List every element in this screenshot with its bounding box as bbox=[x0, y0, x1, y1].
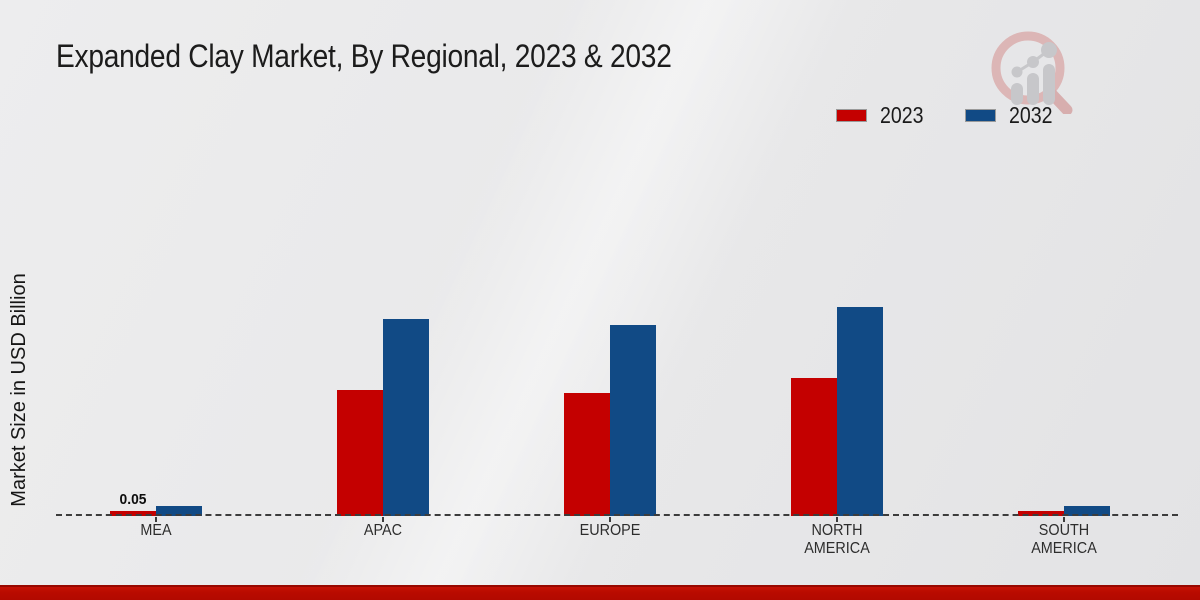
x-axis-tick-south-america bbox=[1063, 517, 1065, 522]
category-label-europe: EUROPE bbox=[579, 522, 641, 539]
category-label-south-america: SOUTH AMERICA bbox=[1031, 522, 1097, 557]
chart-title: Expanded Clay Market, By Regional, 2023 … bbox=[56, 38, 672, 74]
legend-swatch-2032 bbox=[965, 109, 997, 122]
category-label-north-america: NORTH AMERICA bbox=[804, 522, 870, 557]
bar-2032-south-america bbox=[1064, 506, 1110, 516]
category-label-apac: APAC bbox=[363, 522, 403, 539]
magnifier-bar-chart-logo-icon bbox=[991, 31, 1073, 114]
x-axis-tick-europe bbox=[609, 517, 611, 522]
bar-2032-north-america bbox=[837, 307, 883, 516]
value-label-2023: 0.05 bbox=[119, 491, 147, 508]
legend-label-2023: 2023 bbox=[880, 102, 924, 128]
bar-2023-mea bbox=[110, 511, 156, 516]
bar-2032-apac bbox=[383, 319, 429, 516]
legend-item-2023: 2023 bbox=[836, 104, 931, 127]
x-axis-tick-apac bbox=[382, 517, 384, 522]
bar-2023-apac bbox=[337, 390, 383, 516]
bar-2032-mea bbox=[156, 506, 202, 516]
bar-2023-south-america bbox=[1018, 511, 1064, 516]
footer-accent-bar bbox=[0, 585, 1200, 600]
x-axis-baseline bbox=[56, 514, 1178, 516]
bar-2023-north-america bbox=[791, 378, 837, 516]
x-axis-tick-mea bbox=[155, 517, 157, 522]
legend-item-2032: 2032 bbox=[965, 104, 1060, 127]
category-label-mea: MEA bbox=[140, 522, 172, 539]
bar-2023-europe bbox=[564, 393, 610, 516]
legend-swatch-2023 bbox=[836, 109, 867, 122]
legend: 2023 2032 bbox=[836, 104, 1060, 127]
legend-label-2032: 2032 bbox=[1009, 102, 1053, 128]
bar-2032-europe bbox=[610, 325, 656, 516]
x-axis-tick-north-america bbox=[836, 517, 838, 522]
